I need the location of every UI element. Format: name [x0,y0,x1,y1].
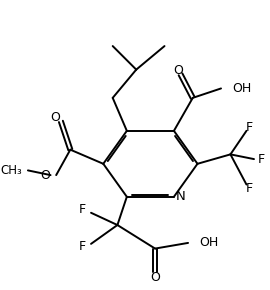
Text: O: O [41,168,50,182]
Text: F: F [78,204,85,216]
Text: N: N [176,190,185,203]
Text: F: F [258,153,265,166]
Text: CH₃: CH₃ [1,164,22,177]
Text: OH: OH [232,82,252,95]
Text: F: F [246,121,253,134]
Text: OH: OH [199,236,219,249]
Text: F: F [78,240,85,253]
Text: O: O [50,111,60,124]
Text: F: F [246,182,253,195]
Text: O: O [174,64,184,77]
Text: O: O [150,271,160,284]
